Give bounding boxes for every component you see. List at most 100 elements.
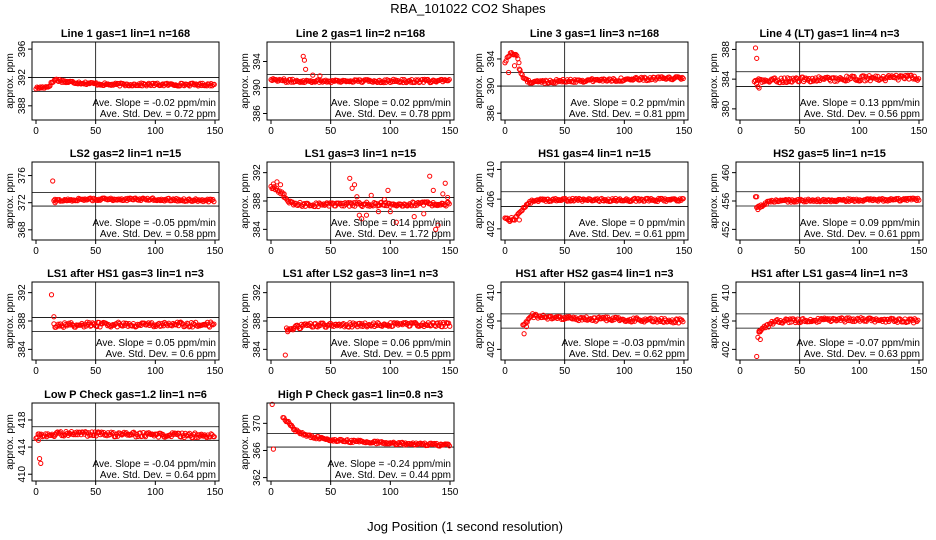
- x-tick-label: 50: [559, 126, 571, 137]
- x-tick-label: 0: [737, 246, 743, 257]
- data-point: [628, 77, 634, 83]
- slope-annotation: Ave. Slope = 0.14 ppm/min: [331, 218, 451, 229]
- x-tick-label: 50: [90, 366, 102, 377]
- y-tick-label: 410: [486, 284, 497, 301]
- y-tick-label: 414: [17, 438, 28, 455]
- chart-panel: LS2 gas=2 lin=1 n=15 0 50 100 150 368 372 376ap…: [5, 148, 224, 257]
- data-point: [435, 320, 441, 326]
- x-tick-label: 150: [911, 366, 928, 377]
- data-point: [786, 79, 792, 85]
- data-point: [843, 78, 849, 84]
- x-tick-label: 100: [851, 366, 868, 377]
- data-points: [520, 311, 686, 337]
- chart-panel: HS2 gas=5 lin=1 n=15 0 50 100 150 452 456 460ap…: [709, 148, 928, 257]
- y-tick-label: 406: [721, 312, 732, 329]
- std-dev-annotation: Ave. Std. Dev. = 0.56 ppm: [804, 109, 920, 120]
- x-tick-label: 100: [382, 487, 399, 498]
- figure-title: RBA_101022 CO2 Shapes: [390, 1, 546, 16]
- x-tick-label: 0: [502, 126, 508, 137]
- data-point: [804, 76, 810, 82]
- std-dev-annotation: Ave. Std. Dev. = 0.6 ppm: [105, 349, 216, 360]
- data-point: [193, 319, 199, 325]
- data-point: [882, 316, 888, 322]
- data-point: [677, 75, 683, 81]
- x-tick-label: 150: [676, 126, 693, 137]
- data-point: [778, 75, 784, 81]
- x-tick-label: 0: [268, 126, 274, 137]
- figure-x-axis-label: Jog Position (1 second resolution): [367, 519, 563, 534]
- data-point: [916, 197, 922, 203]
- data-point: [521, 331, 527, 337]
- data-point: [387, 209, 393, 215]
- panel-title: LS1 gas=3 lin=1 n=15: [305, 148, 417, 160]
- x-tick-label: 100: [382, 366, 399, 377]
- data-point: [849, 318, 856, 324]
- data-point: [434, 202, 441, 209]
- data-point: [359, 216, 365, 222]
- data-point: [509, 51, 516, 57]
- data-point: [108, 82, 114, 88]
- data-point: [211, 434, 217, 440]
- data-point: [658, 315, 665, 322]
- panel-title: HS1 gas=4 lin=1 n=15: [538, 148, 651, 160]
- chart-panel: Low P Check gas=1.2 lin=1 n=6 0 50 100 150 41…: [5, 389, 224, 498]
- x-tick-label: 150: [207, 246, 224, 257]
- slope-annotation: Ave. Slope = 0.05 ppm/min: [96, 338, 216, 349]
- data-points: [33, 428, 217, 466]
- panel-title: HS1 after LS1 gas=4 lin=1 n=3: [751, 268, 908, 280]
- slope-annotation: Ave. Slope = 0.2 ppm/min: [570, 98, 685, 109]
- panel-title: Line 4 (LT) gas=1 lin=4 n=3: [759, 28, 899, 40]
- panel-title: Line 3 gas=1 lin=3 n=168: [530, 28, 659, 40]
- data-point: [112, 80, 119, 86]
- data-point: [511, 63, 518, 69]
- y-tick-label: 376: [17, 167, 28, 184]
- x-tick-label: 50: [90, 487, 102, 498]
- y-tick-label: 402: [721, 341, 732, 358]
- y-axis-label: approx. ppm: [474, 53, 485, 109]
- x-tick-label: 100: [851, 126, 868, 137]
- x-tick-label: 0: [737, 366, 743, 377]
- data-point: [285, 329, 291, 335]
- data-point: [347, 175, 353, 181]
- chart-panel: LS1 after HS1 gas=3 lin=1 n=3 0 50 100 150 38…: [5, 268, 224, 377]
- panel-title: High P Check gas=1 lin=0.8 n=3: [278, 389, 443, 401]
- panel-title: HS1 after HS2 gas=4 lin=1 n=3: [515, 268, 673, 280]
- data-point: [446, 320, 452, 326]
- y-axis-label: approx. ppm: [709, 293, 720, 349]
- data-point: [578, 314, 584, 321]
- y-axis-label: approx. ppm: [709, 53, 720, 109]
- data-point: [270, 446, 276, 452]
- y-tick-label: 368: [17, 221, 28, 238]
- data-point: [564, 314, 570, 320]
- data-point: [629, 318, 636, 324]
- data-point: [301, 57, 308, 63]
- data-points: [752, 194, 922, 213]
- y-tick-label: 406: [486, 190, 497, 207]
- chart-panel: HS1 gas=4 lin=1 n=15 0 50 100 150 402 406 410ap…: [474, 148, 693, 257]
- data-point: [652, 198, 658, 204]
- y-tick-label: 392: [17, 69, 28, 86]
- x-tick-label: 100: [147, 126, 164, 137]
- data-point: [657, 318, 663, 325]
- data-point: [350, 203, 356, 209]
- x-tick-label: 0: [33, 487, 39, 498]
- panel-title: LS1 after LS2 gas=3 lin=1 n=3: [283, 268, 439, 280]
- x-tick-label: 50: [325, 246, 337, 257]
- x-tick-label: 100: [616, 366, 633, 377]
- data-point: [629, 76, 635, 82]
- x-tick-label: 100: [616, 246, 633, 257]
- x-tick-label: 50: [794, 246, 806, 257]
- plot-frame: [500, 41, 689, 121]
- data-point: [516, 60, 522, 66]
- data-point: [916, 76, 922, 82]
- data-points: [502, 195, 686, 225]
- plot-frame: [31, 402, 220, 482]
- std-dev-annotation: Ave. Std. Dev. = 0.61 ppm: [569, 229, 685, 240]
- data-point: [507, 218, 513, 225]
- data-point: [613, 314, 619, 321]
- y-tick-label: 384: [721, 70, 732, 87]
- data-point: [550, 80, 556, 86]
- y-tick-label: 390: [486, 77, 497, 94]
- y-axis-label: approx. ppm: [5, 53, 16, 109]
- data-point: [442, 180, 448, 186]
